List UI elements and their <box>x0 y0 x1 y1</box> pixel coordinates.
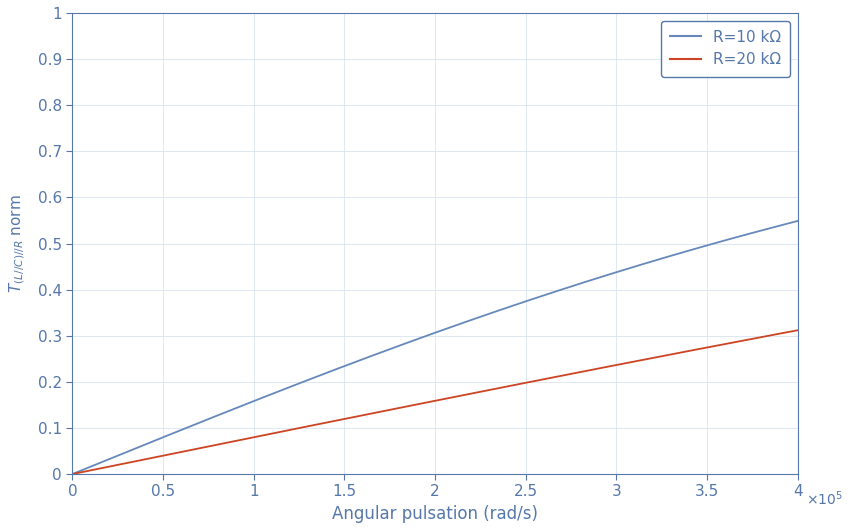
Y-axis label: $T_{(L//C)//R}$ norm: $T_{(L//C)//R}$ norm <box>7 194 26 293</box>
Text: $\times10^5$: $\times10^5$ <box>806 489 843 508</box>
R=20 kΩ <box>450 394 461 400</box>
R=20 kΩ <box>757 334 768 340</box>
R=20 kΩ <box>157 453 167 459</box>
R=10 kΩ <box>530 295 540 302</box>
R=10 kΩ <box>757 227 768 233</box>
R=20 kΩ <box>69 471 79 477</box>
Legend: R=10 kΩ, R=20 kΩ: R=10 kΩ, R=20 kΩ <box>661 21 791 76</box>
R=20 kΩ <box>530 378 540 384</box>
Line: R=10 kΩ: R=10 kΩ <box>74 221 798 473</box>
Line: R=20 kΩ: R=20 kΩ <box>74 330 798 474</box>
R=20 kΩ <box>86 467 96 473</box>
R=10 kΩ <box>86 463 96 470</box>
R=10 kΩ <box>725 236 735 242</box>
R=10 kΩ <box>69 470 79 476</box>
R=20 kΩ <box>793 327 803 333</box>
R=10 kΩ <box>450 322 461 329</box>
X-axis label: Angular pulsation (rad/s): Angular pulsation (rad/s) <box>332 505 538 523</box>
R=10 kΩ <box>793 218 803 224</box>
R=10 kΩ <box>157 434 167 440</box>
R=20 kΩ <box>725 340 735 346</box>
